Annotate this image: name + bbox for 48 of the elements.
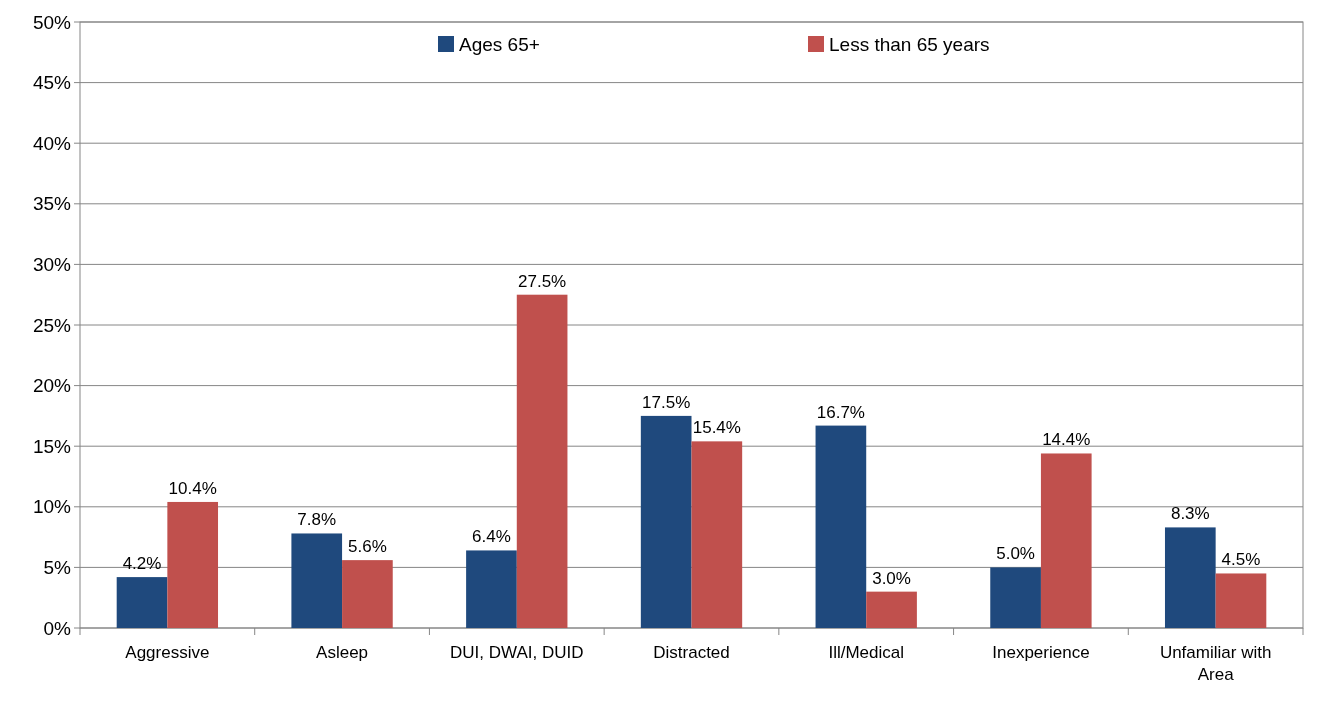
legend-label: Ages 65+ xyxy=(459,33,540,55)
bar xyxy=(167,501,219,628)
data-label: 5.0% xyxy=(996,544,1035,564)
x-tick-label: Asleep xyxy=(316,643,369,662)
y-tick-label: 10% xyxy=(32,496,72,518)
bar xyxy=(990,567,1041,628)
data-label: 5.6% xyxy=(348,537,387,557)
y-tick-label: 0% xyxy=(43,617,72,639)
bar xyxy=(866,591,917,628)
bar xyxy=(691,441,743,628)
x-tick-label: Distracted xyxy=(653,643,730,662)
data-label: 10.4% xyxy=(168,478,217,498)
y-tick-label: 30% xyxy=(32,254,72,276)
y-tick-label: 20% xyxy=(32,375,72,397)
data-label: 3.0% xyxy=(872,568,911,588)
data-label: 14.4% xyxy=(1042,430,1091,450)
x-tick-label: Ill/Medical xyxy=(828,643,905,662)
data-label: 4.2% xyxy=(122,554,162,574)
x-tick-label: Unfamiliar with Area xyxy=(1159,643,1272,684)
data-label: 27.5% xyxy=(518,271,567,291)
data-label: 4.5% xyxy=(1221,550,1261,570)
bar xyxy=(291,533,343,628)
x-tick-label: DUI, DWAI, DUID xyxy=(450,643,584,662)
y-tick-label: 15% xyxy=(32,435,72,457)
bar xyxy=(466,550,517,628)
bar xyxy=(1040,453,1092,628)
data-label: 8.3% xyxy=(1170,504,1210,524)
data-label: 17.5% xyxy=(642,392,691,412)
bar xyxy=(1164,527,1216,628)
y-tick-label: 40% xyxy=(32,132,72,154)
x-tick-label: Aggressive xyxy=(125,643,210,662)
data-label: 16.7% xyxy=(816,402,865,422)
y-tick-label: 5% xyxy=(43,557,72,579)
bar xyxy=(815,425,867,628)
data-label: 6.4% xyxy=(472,527,511,547)
bar xyxy=(116,577,168,628)
bar xyxy=(1215,573,1267,628)
bar xyxy=(516,294,568,628)
y-tick-label: 35% xyxy=(32,193,72,215)
y-tick-label: 25% xyxy=(32,314,72,336)
y-tick-label: 50% xyxy=(32,11,72,33)
x-tick-label: Inexperience xyxy=(992,643,1090,662)
data-label: 15.4% xyxy=(692,418,741,438)
data-label: 7.8% xyxy=(297,510,337,530)
y-tick-label: 45% xyxy=(32,72,72,94)
bar xyxy=(640,415,692,628)
legend-label: Less than 65 years xyxy=(829,33,990,55)
bar xyxy=(342,560,393,628)
